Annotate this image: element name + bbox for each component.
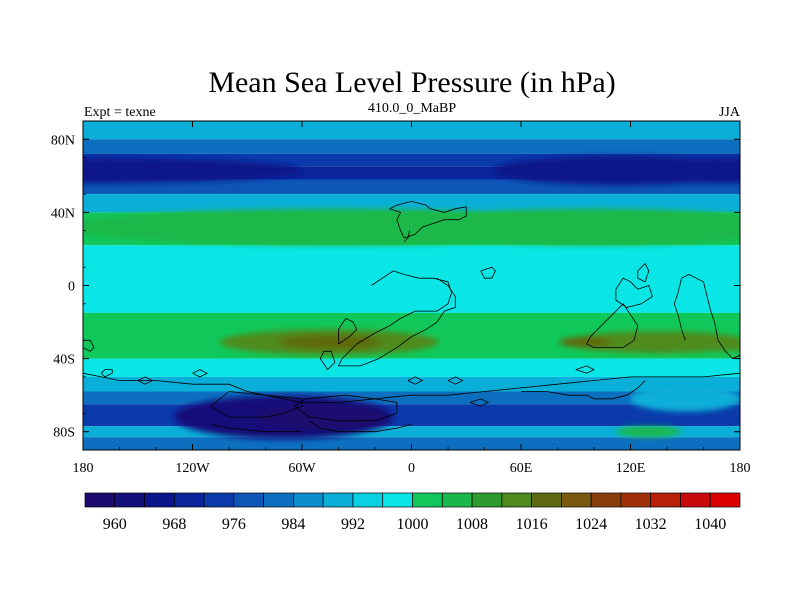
pressure-band: [83, 245, 740, 313]
coastline: [137, 376, 154, 385]
y-tick-label: 0: [68, 280, 75, 295]
pressure-band: [83, 358, 740, 377]
colorbar-swatch: [680, 492, 711, 508]
colorbar-label: 1024: [575, 516, 607, 533]
pressure-feature: [559, 336, 611, 348]
coastline: [681, 274, 740, 360]
pressure-feature: [688, 336, 740, 352]
pressure-feature: [630, 386, 740, 412]
colorbar-swatch: [263, 492, 294, 508]
colorbar-swatch: [561, 492, 592, 508]
coastline: [732, 354, 740, 359]
x-axis: 180 120W 60W 0 60E 120E 180: [73, 121, 751, 476]
colorbar-swatch: [441, 492, 473, 508]
colorbar-swatch: [471, 492, 503, 508]
colorbar-swatch: [144, 492, 175, 508]
colorbar-label: 1000: [397, 516, 429, 533]
pressure-band: [83, 139, 740, 154]
colorbar-swatch: [84, 492, 116, 508]
coastline: [338, 317, 358, 345]
y-tick-label: 80N: [51, 133, 75, 148]
colorbar-label: 1016: [516, 516, 548, 533]
x-tick-label: 120W: [175, 461, 210, 476]
coastline: [521, 380, 646, 400]
pressure-band: [83, 121, 740, 140]
pressure-feature: [393, 208, 740, 246]
pressure-band: [83, 376, 740, 392]
pressure-feature: [256, 404, 385, 430]
coastline: [83, 339, 95, 352]
pressure-feature: [83, 157, 302, 184]
coastline: [469, 398, 490, 407]
colorbar: 960 968 976 984 992 1000 1008 1016 1024 1032 1040: [84, 492, 741, 533]
coastline: [637, 262, 650, 283]
pressure-feature: [615, 426, 682, 438]
coastline: [389, 200, 467, 239]
pressure-band: [83, 194, 740, 213]
coastline: [447, 376, 464, 385]
x-tick-label: 120E: [616, 461, 646, 476]
pressure-feature: [493, 155, 740, 185]
colorbar-swatch: [173, 492, 205, 508]
y-tick-label: 40S: [53, 353, 75, 368]
coastline: [615, 277, 653, 308]
coastline: [480, 266, 496, 279]
coastline: [407, 376, 424, 385]
colorbar-swatch: [382, 492, 413, 508]
coastline: [337, 270, 456, 367]
y-tick-label: 80S: [53, 426, 75, 441]
colorbar-swatch: [709, 492, 741, 508]
subtitle-right: JJA: [719, 105, 741, 120]
colorbar-swatch: [531, 492, 562, 508]
coastline: [319, 350, 336, 371]
colorbar-label: 1040: [694, 516, 726, 533]
colorbar-swatch: [203, 492, 235, 508]
subtitle-center: 410.0_0_MaBP: [368, 101, 457, 116]
colorbar-swatch: [352, 492, 384, 508]
colorbar-swatch: [590, 492, 622, 508]
coastline: [210, 391, 303, 418]
pressure-band: [83, 426, 740, 438]
coastline: [101, 369, 113, 378]
x-tick-label: 60W: [288, 461, 316, 476]
coastline: [309, 420, 412, 433]
colorbar-label: 992: [341, 516, 365, 533]
coastline: [83, 372, 740, 403]
colorbar-label: 1008: [456, 516, 488, 533]
x-tick-label: 60E: [510, 461, 533, 476]
pressure-band: [83, 437, 740, 450]
colorbar-label: 984: [281, 516, 305, 533]
colorbar-swatch: [233, 492, 264, 508]
coastlines: [83, 200, 740, 433]
subtitle-left: Expt = texne: [84, 105, 156, 120]
colorbar-swatch: [293, 492, 324, 508]
colorbar-swatch: [650, 492, 681, 508]
x-tick-label: 180: [730, 461, 751, 476]
coastline: [403, 230, 411, 242]
pressure-map: [83, 121, 740, 450]
coastline: [192, 369, 208, 378]
colorbar-swatch: [322, 492, 354, 508]
colorbar-label: 960: [103, 516, 127, 533]
colorbar-label: 976: [222, 516, 246, 533]
coastline: [586, 303, 639, 348]
pressure-feature: [278, 334, 381, 350]
y-tick-label: 40N: [51, 206, 75, 221]
colorbar-swatch: [412, 492, 443, 508]
coastline: [673, 278, 686, 341]
colorbar-label: 968: [162, 516, 186, 533]
colorbar-swatch: [620, 492, 652, 508]
colorbar-swatch: [501, 492, 532, 508]
y-axis: 80N 40N 0 40S 80S: [51, 120, 740, 451]
coastline: [210, 424, 302, 433]
x-tick-label: 180: [73, 461, 94, 476]
x-tick-label: 0: [408, 461, 415, 476]
colorbar-swatch: [114, 492, 145, 508]
coastline: [294, 394, 398, 422]
chart-title: Mean Sea Level Pressure (in hPa): [208, 66, 615, 99]
coastline: [575, 365, 595, 374]
colorbar-label: 1032: [635, 516, 667, 533]
pressure-features: [83, 155, 740, 440]
